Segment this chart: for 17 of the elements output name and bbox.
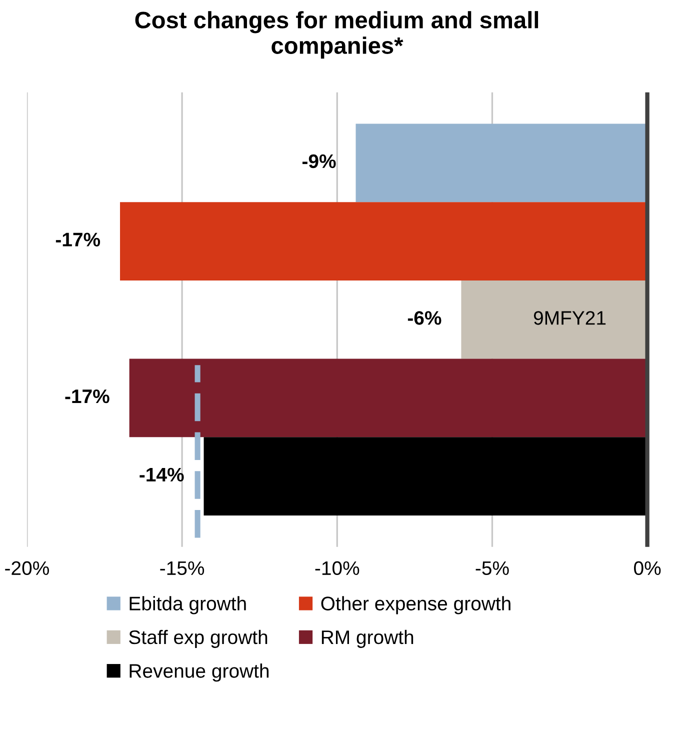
x-tick-label: -10% [315, 561, 360, 576]
x-tick-label: -15% [160, 561, 204, 576]
legend-label: Ebitda growth [130, 596, 246, 614]
data-label: -9% [302, 154, 336, 168]
data-label: -6% [408, 311, 442, 325]
legend-label: Other expense growth [321, 596, 510, 614]
x-tick-label: 0% [634, 561, 661, 576]
data-label: -17% [56, 232, 100, 246]
data-label: -14% [140, 468, 184, 482]
x-tick-label: -5% [476, 561, 509, 576]
legend-label: Revenue growth [130, 664, 269, 682]
data-label: -17% [65, 389, 110, 404]
chart-title: Cost changes for medium and small companies* [135, 11, 538, 59]
x-tick-label: -20% [5, 561, 49, 576]
annotation: 9MFY21 [534, 311, 606, 325]
legend-label: Staff exp growth [129, 630, 268, 648]
legend-label: RM growth [322, 630, 414, 648]
